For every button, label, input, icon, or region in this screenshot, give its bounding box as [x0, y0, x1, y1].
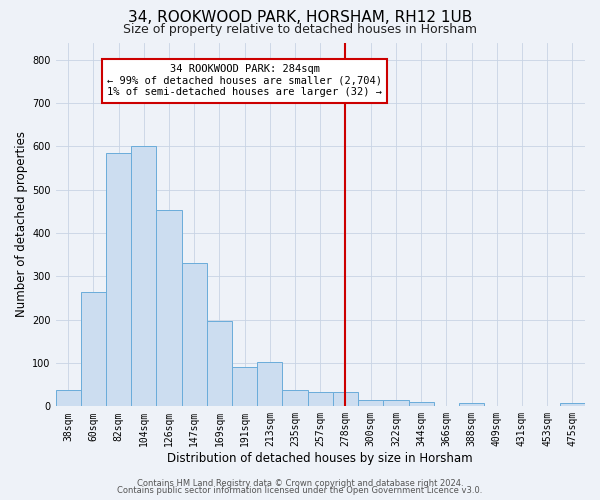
Bar	[459, 404, 484, 406]
Bar	[257, 362, 283, 406]
X-axis label: Distribution of detached houses by size in Horsham: Distribution of detached houses by size …	[167, 452, 473, 465]
Bar	[157, 210, 182, 406]
Bar	[308, 392, 333, 406]
Bar	[283, 390, 308, 406]
Text: Contains HM Land Registry data © Crown copyright and database right 2024.: Contains HM Land Registry data © Crown c…	[137, 478, 463, 488]
Text: Contains public sector information licensed under the Open Government Licence v3: Contains public sector information licen…	[118, 486, 482, 495]
Bar	[383, 400, 409, 406]
Bar	[333, 392, 358, 406]
Y-axis label: Number of detached properties: Number of detached properties	[15, 132, 28, 318]
Bar	[81, 292, 106, 406]
Bar	[232, 368, 257, 406]
Bar	[409, 402, 434, 406]
Text: 34 ROOKWOOD PARK: 284sqm
← 99% of detached houses are smaller (2,704)
1% of semi: 34 ROOKWOOD PARK: 284sqm ← 99% of detach…	[107, 64, 382, 98]
Bar	[358, 400, 383, 406]
Bar	[182, 264, 207, 406]
Text: Size of property relative to detached houses in Horsham: Size of property relative to detached ho…	[123, 22, 477, 36]
Text: 34, ROOKWOOD PARK, HORSHAM, RH12 1UB: 34, ROOKWOOD PARK, HORSHAM, RH12 1UB	[128, 10, 472, 25]
Bar	[56, 390, 81, 406]
Bar	[560, 404, 585, 406]
Bar	[131, 146, 157, 406]
Bar	[106, 153, 131, 406]
Bar	[207, 321, 232, 406]
